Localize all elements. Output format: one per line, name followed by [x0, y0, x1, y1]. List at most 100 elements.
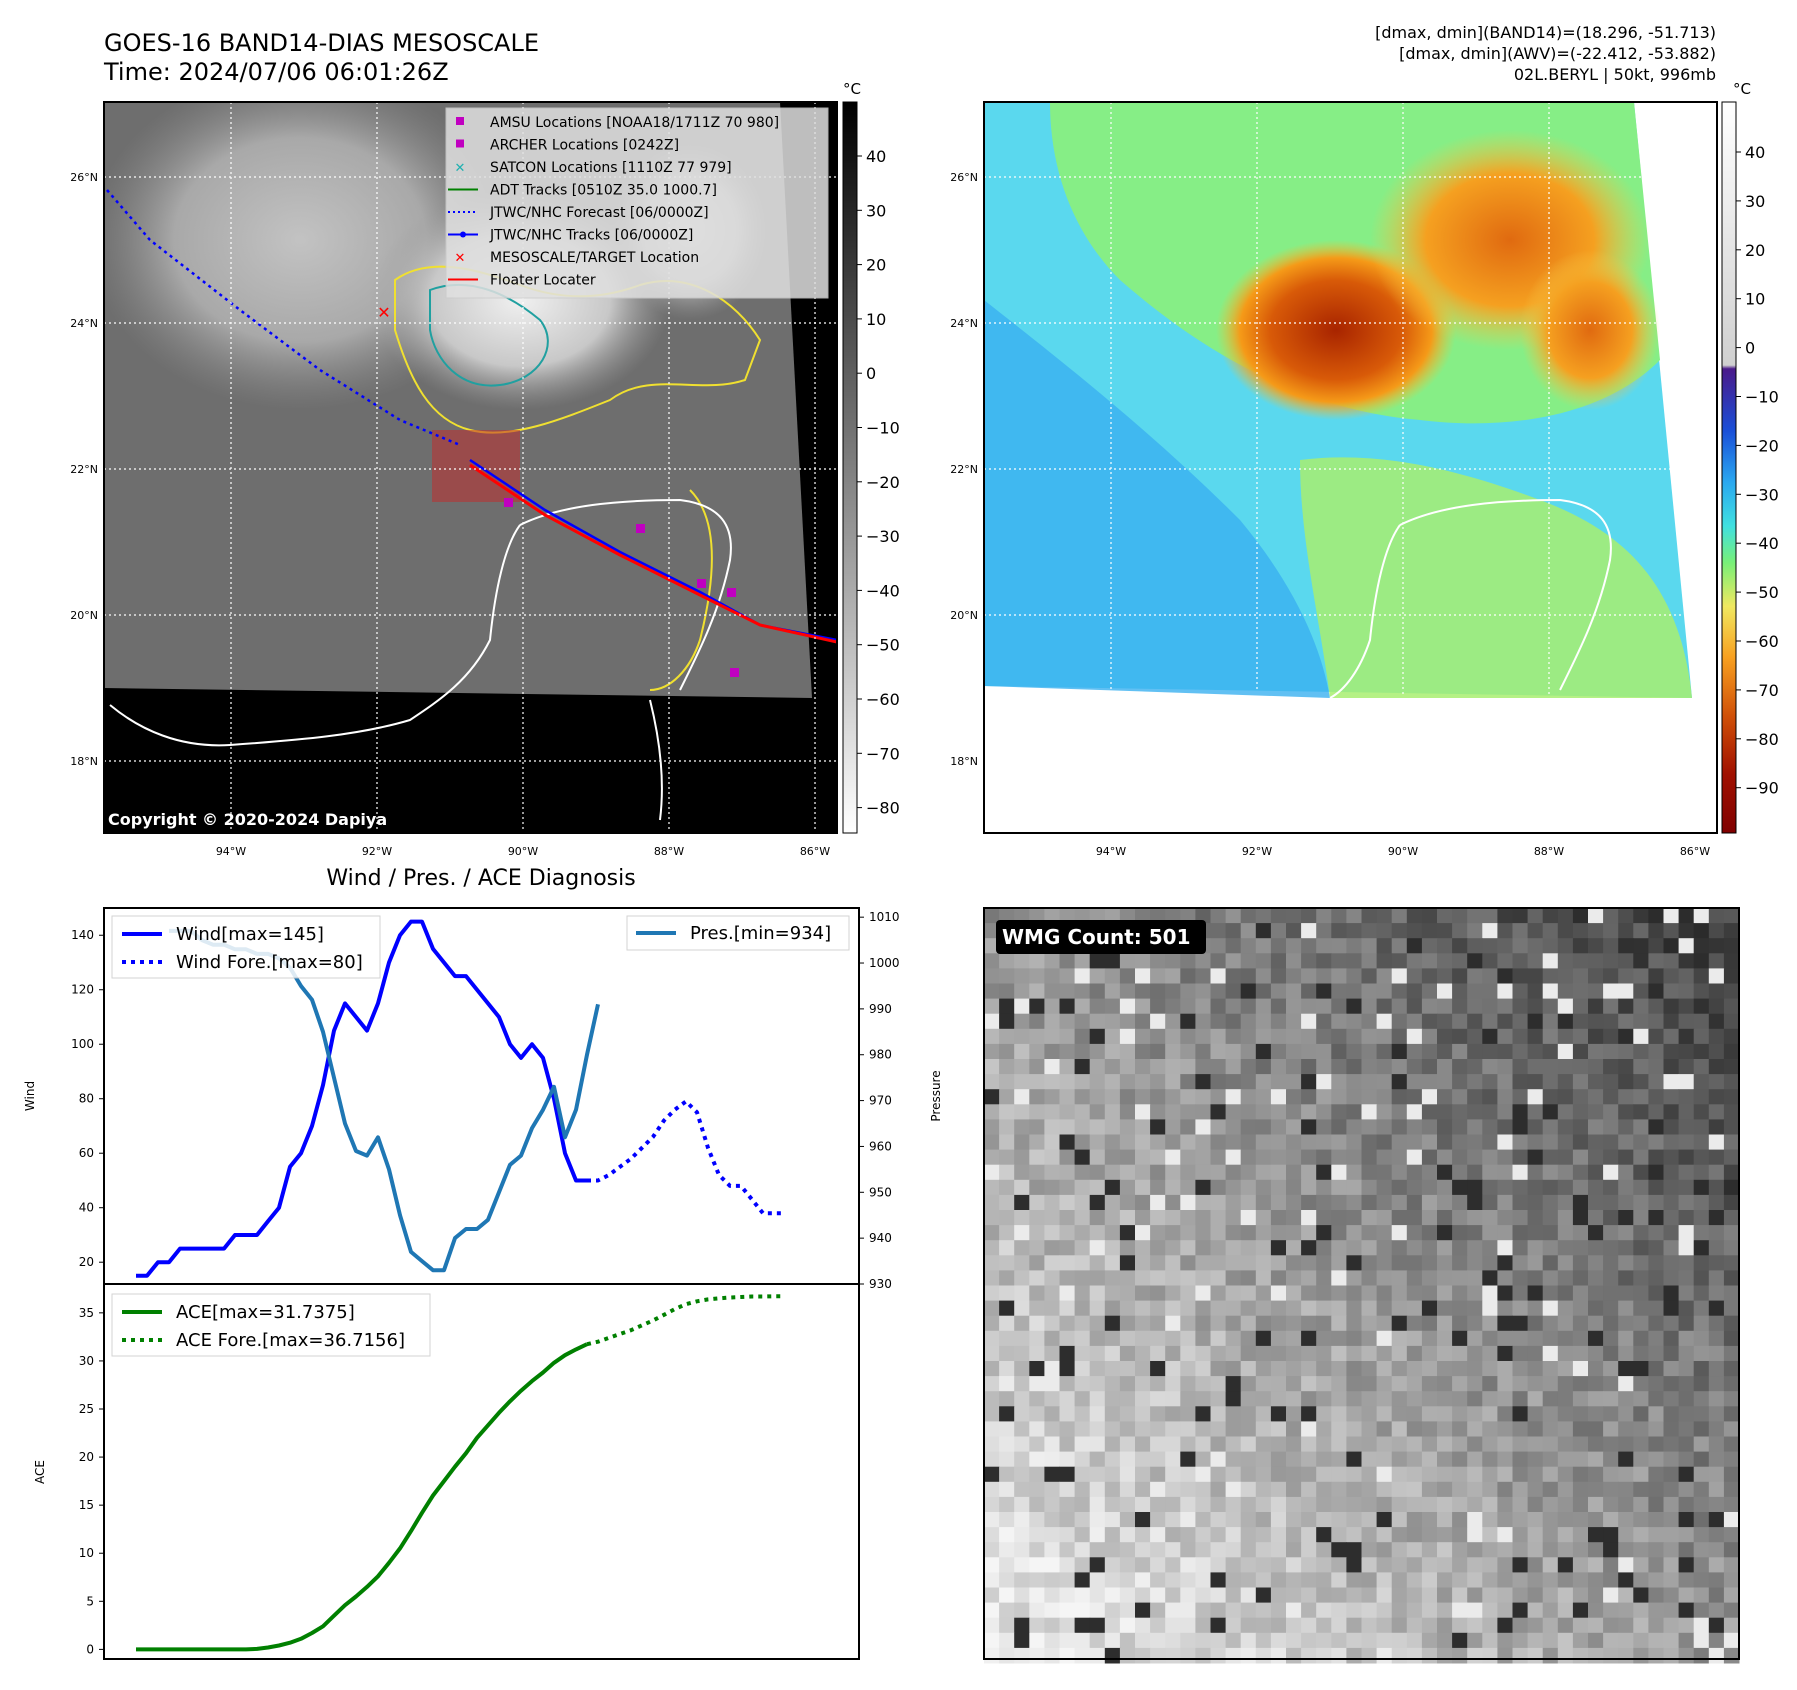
wmg-pixel [1135, 1436, 1151, 1453]
colorbar-tick-label: −90 [1745, 779, 1779, 798]
wmg-pixel [1467, 983, 1483, 1000]
wmg-pixel [1331, 953, 1347, 969]
wmg-pixel [1361, 1059, 1378, 1075]
wmg-pixel [1074, 1496, 1091, 1513]
wmg-pixel [1572, 1255, 1589, 1271]
wmg-pixel [1316, 1149, 1332, 1166]
wmg-pixel [1633, 1361, 1649, 1377]
wmg-pixel [1331, 1361, 1347, 1377]
wmg-pixel [1406, 1542, 1423, 1558]
wmg-pixel [1588, 1376, 1604, 1392]
wmg-pixel [1588, 923, 1604, 939]
wmg-pixel [1150, 1376, 1166, 1392]
wmg-pixel [1059, 1074, 1076, 1090]
wmg-pixel [1557, 1300, 1574, 1317]
wmg-pixel [1723, 1210, 1740, 1226]
wmg-pixel [1195, 1391, 1211, 1407]
wmg-pixel [1406, 1089, 1423, 1105]
wmg-pixel [1723, 1557, 1740, 1573]
figure-time: Time: 2024/07/06 06:01:26Z [103, 58, 449, 86]
wmg-pixel [984, 1270, 1000, 1286]
wmg-pixel [1527, 1527, 1544, 1543]
wmg-pixel [1255, 1270, 1272, 1286]
wmg-pixel [1678, 1421, 1695, 1437]
wmg-pixel [1678, 1436, 1695, 1453]
wmg-pixel [1588, 1632, 1604, 1649]
wmg-pixel [1693, 1285, 1710, 1302]
wmg-pixel [1557, 1436, 1574, 1453]
wmg-pixel [1648, 968, 1664, 984]
wmg-pixel [1633, 1647, 1649, 1664]
wmg-pixel [1557, 1089, 1574, 1105]
wmg-pixel [1603, 1194, 1619, 1211]
wmg-pixel [1633, 1134, 1649, 1151]
wmg-pixel [1270, 1270, 1287, 1286]
wmg-pixel [1391, 1557, 1408, 1573]
wmg-pixel [1452, 1089, 1468, 1105]
wmg-pixel [1135, 1134, 1151, 1151]
wmg-pixel [1014, 1300, 1030, 1317]
wmg-pixel [1286, 1376, 1302, 1392]
wmg-pixel [1316, 1632, 1332, 1649]
lat-tick-label: 20°N [950, 609, 978, 622]
wmg-pixel [1648, 1391, 1664, 1407]
wmg-pixel [1331, 1617, 1347, 1634]
wmg-pixel [1240, 1512, 1257, 1528]
wmg-pixel [1165, 1285, 1181, 1302]
wmg-pixel [1014, 1059, 1030, 1075]
wmg-pixel [1255, 1617, 1272, 1634]
wmg-pixel [1557, 1225, 1574, 1241]
wmg-pixel [1014, 1013, 1030, 1030]
wmg-pixel [1029, 1421, 1045, 1437]
wmg-pixel [1437, 1451, 1453, 1468]
wmg-pixel [1391, 1149, 1408, 1166]
wmg-pixel [1195, 1557, 1211, 1573]
wmg-pixel [1467, 1345, 1483, 1362]
wmg-pixel [1346, 998, 1362, 1015]
wmg-pixel [1195, 1240, 1211, 1256]
wmg-pixel [1316, 1225, 1332, 1241]
wmg-pixel [1014, 1345, 1030, 1362]
wmg-pixel [1270, 908, 1287, 924]
wmg-pixel [1119, 1149, 1136, 1166]
wmg-pixel [1723, 1542, 1740, 1558]
wmg-pixel [1542, 1512, 1559, 1528]
legend-label: Floater Locater [490, 273, 596, 289]
wmg-pixel [1210, 1512, 1227, 1528]
wmg-pixel [1693, 1330, 1710, 1347]
wmg-pixel [1648, 1270, 1664, 1286]
wmg-pixel [1406, 1451, 1423, 1468]
wmg-pixel [1693, 1345, 1710, 1362]
wmg-pixel [1044, 1617, 1060, 1634]
wmg-pixel [1482, 1179, 1498, 1196]
wmg-pixel [1240, 1602, 1257, 1619]
wmg-pixel [1421, 1270, 1438, 1286]
wmg-pixel [1255, 1572, 1272, 1588]
wmg-pixel [1240, 1300, 1257, 1317]
wmg-pixel [1059, 1406, 1076, 1422]
wmg-pixel [1618, 1602, 1634, 1619]
wmg-pixel [1044, 1602, 1060, 1619]
wmg-pixel [1527, 1647, 1544, 1664]
wmg-pixel [1603, 1255, 1619, 1271]
wmg-pixel [984, 1134, 1000, 1151]
wmg-pixel [1286, 1481, 1302, 1498]
wmg-pixel [1014, 1028, 1030, 1045]
wmg-pixel [1603, 908, 1619, 924]
wmg-pixel [1376, 1572, 1393, 1588]
wmg-pixel [1572, 923, 1589, 939]
wmg-pixel [1406, 983, 1423, 1000]
wmg-pixel [1588, 1285, 1604, 1302]
wmg-pixel [1210, 1225, 1227, 1241]
wmg-pixel [1029, 1436, 1045, 1453]
wmg-pixel [1648, 1330, 1664, 1347]
wmg-pixel [1618, 1330, 1634, 1347]
wmg-pixel [984, 1376, 1000, 1392]
wmg-pixel [1633, 983, 1649, 1000]
wmg-pixel [999, 983, 1015, 1000]
wmg-pixel [1361, 1179, 1378, 1196]
wind-legend: Wind[max=145] Wind Fore.[max=80] [111, 915, 381, 979]
wmg-pixel [1618, 1074, 1634, 1090]
wmg-pixel [1104, 1330, 1121, 1347]
